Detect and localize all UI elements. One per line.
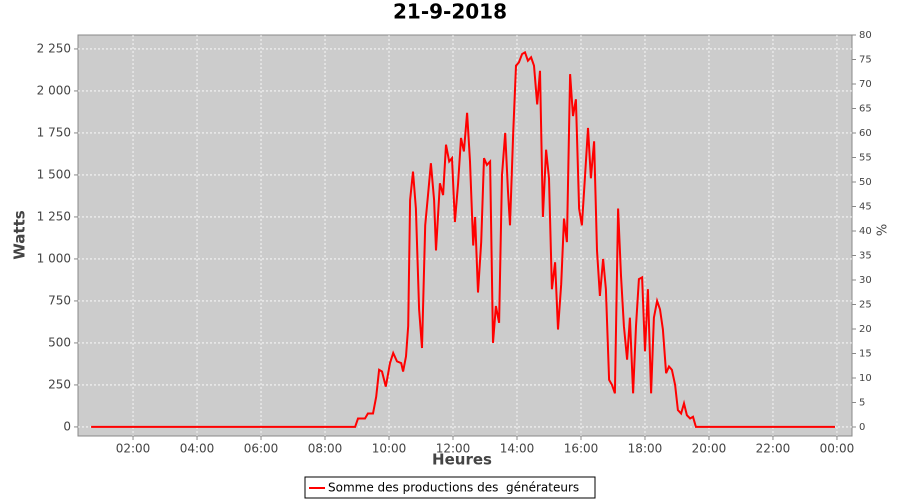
y-tick-label: 1 500 xyxy=(37,167,71,181)
chart-title: 21-9-2018 xyxy=(393,0,507,24)
y-tick-label: 1 750 xyxy=(37,125,71,139)
y2-tick-label: 45 xyxy=(859,201,872,212)
x-tick-label: 00:00 xyxy=(820,442,855,456)
x-tick-label: 22:00 xyxy=(756,442,791,456)
y2-axis-label: % xyxy=(876,224,891,236)
y2-tick-label: 10 xyxy=(859,373,872,384)
y2-tick-label: 30 xyxy=(859,275,872,286)
y2-tick-label: 80 xyxy=(859,30,872,41)
y2-tick-label: 60 xyxy=(859,128,872,139)
x-axis-label: Heures xyxy=(432,451,492,469)
y-tick-label: 2 250 xyxy=(37,41,71,55)
legend-label: Somme des productions des générateurs xyxy=(328,481,579,495)
x-tick-label: 08:00 xyxy=(308,442,343,456)
x-tick-label: 06:00 xyxy=(244,442,279,456)
y-tick-label: 500 xyxy=(48,335,71,349)
y2-tick-label: 75 xyxy=(859,54,872,65)
y-axis-label: Watts xyxy=(11,210,29,259)
y2-tick-label: 20 xyxy=(859,324,872,335)
y-tick-label: 1 250 xyxy=(37,209,71,223)
x-tick-label: 14:00 xyxy=(500,442,535,456)
y2-tick-label: 65 xyxy=(859,103,872,114)
x-tick-label: 16:00 xyxy=(564,442,599,456)
x-tick-label: 10:00 xyxy=(372,442,407,456)
plot-area xyxy=(77,34,853,437)
x-tick-label: 04:00 xyxy=(180,442,215,456)
line-series xyxy=(91,50,835,428)
y-tick-label: 0 xyxy=(63,419,71,433)
x-tick-label: 20:00 xyxy=(692,442,727,456)
y2-tick-label: 5 xyxy=(859,397,865,408)
y2-tick-label: 55 xyxy=(859,152,872,163)
x-tick-label: 02:00 xyxy=(116,442,151,456)
legend xyxy=(304,476,596,499)
y2-tick-label: 70 xyxy=(859,79,872,90)
y-tick-label: 750 xyxy=(48,293,71,307)
y-tick-label: 1 000 xyxy=(37,251,71,265)
y2-tick-label: 25 xyxy=(859,299,872,310)
y2-tick-label: 15 xyxy=(859,348,872,359)
y2-tick-label: 40 xyxy=(859,226,872,237)
y2-tick-label: 50 xyxy=(859,177,872,188)
y-tick-label: 250 xyxy=(48,377,71,391)
y2-tick-label: 0 xyxy=(859,422,865,433)
y2-tick-label: 35 xyxy=(859,250,872,261)
x-tick-label: 12:00 xyxy=(436,442,471,456)
x-tick-label: 18:00 xyxy=(628,442,663,456)
y-tick-label: 2 000 xyxy=(37,83,71,97)
